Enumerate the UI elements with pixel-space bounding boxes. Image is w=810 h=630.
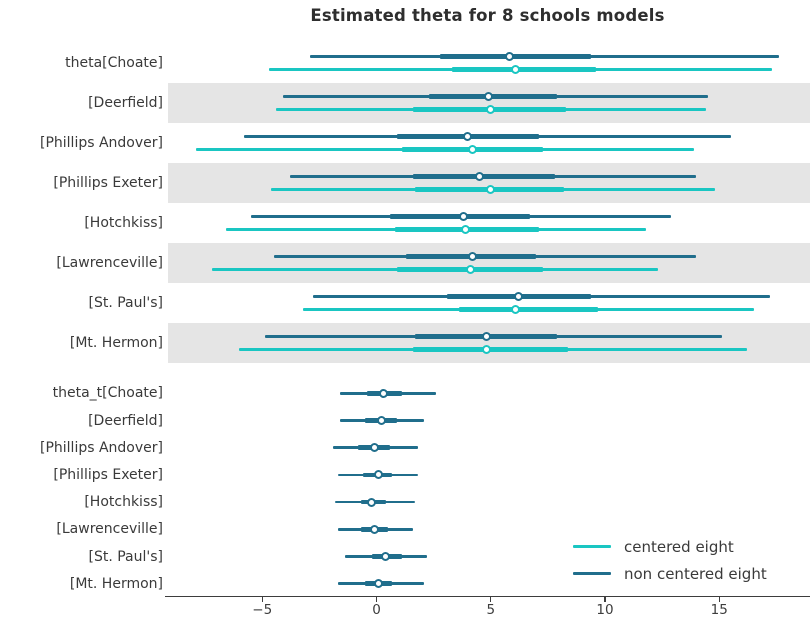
median-marker [481,345,491,354]
legend-item-non-centered-eight: non centered eight [570,560,767,587]
median-marker [486,105,496,114]
median-marker [486,185,496,194]
x-axis-tick-label: 0 [372,602,381,618]
median-marker [461,225,471,234]
x-axis-tick [718,597,720,602]
row-band [168,243,810,283]
y-axis-label: theta_t[Choate] [52,385,163,402]
median-marker [511,305,521,314]
iqr-line [413,174,555,179]
y-axis-label: [Deerfield] [88,412,163,429]
median-marker [467,145,477,154]
median-marker [381,552,391,561]
median-marker [367,497,377,507]
median-marker [511,65,521,74]
legend-item-centered-eight: centered eight [570,533,767,560]
median-marker [504,52,514,61]
y-axis-label: [Phillips Exeter] [53,175,163,191]
median-marker [483,92,493,101]
y-axis-label: [Hotchkiss] [84,494,163,511]
median-marker [376,416,386,425]
median-marker [463,132,473,141]
x-axis-tick [375,597,378,602]
median-marker [474,172,484,181]
median-marker [369,443,379,453]
y-axis-label: [Lawrenceville] [56,255,163,271]
median-marker [374,470,384,480]
y-axis-label: [St. Paul's] [88,295,164,311]
y-axis-label: [Mt. Hermon] [69,575,163,592]
row-band [168,323,810,363]
y-axis-label: [Phillips Andover] [40,439,163,456]
median-marker [369,524,379,534]
y-axis-label: [Deerfield] [88,95,163,111]
legend-label-non-centered-eight: non centered eight [624,564,767,583]
x-axis-tick [261,597,263,602]
median-marker [513,292,523,301]
x-axis-tick [490,597,492,602]
x-axis-tick [604,597,606,602]
y-axis-label: [Mt. Hermon] [69,335,163,351]
plot-title: Estimated theta for 8 schools models [310,6,665,25]
x-axis-tick-label: −5 [252,602,273,618]
legend-label-centered-eight: centered eight [624,537,734,556]
row-band [168,163,810,203]
y-axis-label: [Lawrenceville] [56,521,163,538]
row-band [168,83,810,123]
y-axis-label: [St. Paul's] [88,548,164,565]
median-marker [467,252,477,261]
non-centered-eight-line-swatch [573,572,611,575]
iqr-line [451,67,596,72]
centered-eight-line-swatch [573,545,611,548]
x-axis-tick-label: 15 [710,602,728,618]
x-axis-tick-label: 10 [596,602,614,618]
iqr-line [429,94,557,99]
y-axis-label: [Phillips Exeter] [53,466,163,483]
iqr-line [413,347,569,352]
median-marker [378,388,388,398]
y-axis-label: [Hotchkiss] [84,215,163,231]
y-axis-label: theta[Choate] [65,55,163,71]
median-marker [481,332,491,341]
x-axis-spine [165,596,810,598]
iqr-line [458,307,599,312]
median-marker [374,579,384,589]
x-axis-tick-label: 5 [486,602,496,618]
legend: centered eight non centered eight [570,533,767,587]
y-axis-label: [Phillips Andover] [40,135,163,151]
median-marker [465,265,475,274]
median-marker [458,212,468,221]
iqr-line [440,54,592,59]
